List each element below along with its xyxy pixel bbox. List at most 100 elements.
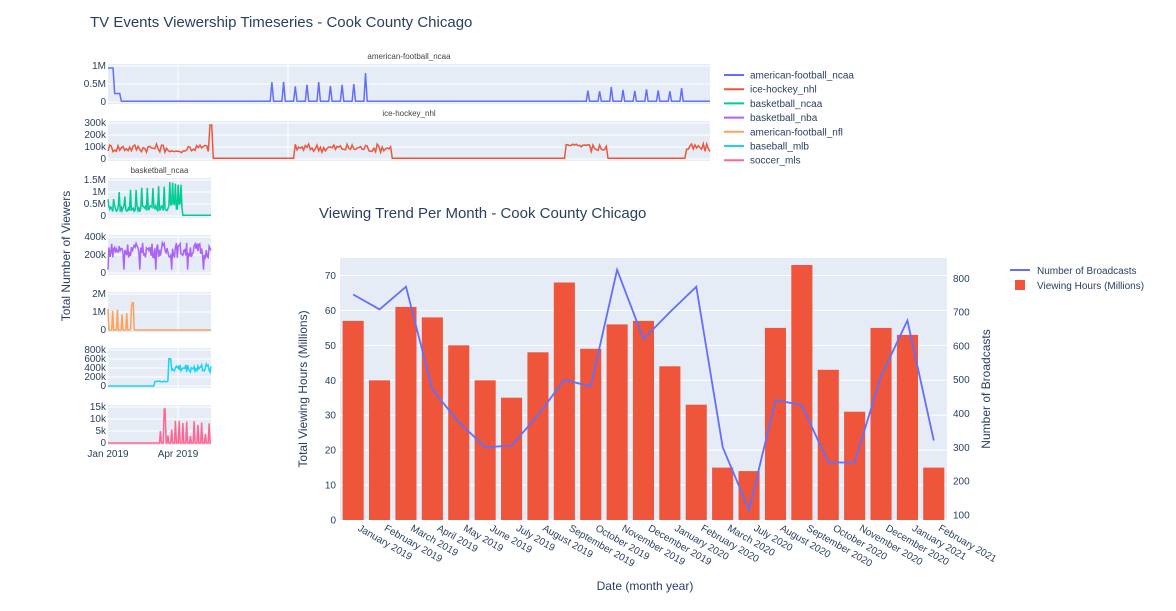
- monthly-ytick-label: 30: [325, 411, 337, 422]
- panel-ytick-label: 0: [100, 211, 106, 222]
- legend-label: ice-hockey_nhl: [750, 85, 817, 96]
- series-line-american-football_nfl: [107, 302, 211, 331]
- panel-ytick-label: 800k: [84, 345, 107, 356]
- series-line-ice-hockey_nhl: [107, 124, 711, 160]
- panel-ytick-label: 300k: [84, 118, 107, 129]
- bar-august-2020[interactable]: [764, 327, 786, 520]
- panel-ytick-label: 0: [100, 154, 106, 165]
- panel-ytick-label: 400k: [84, 363, 107, 374]
- monthly-ytick-label: 60: [325, 306, 337, 317]
- monthly-y-axis-title: Total Viewing Hours (Millions): [296, 310, 310, 467]
- legend-item-american-football_ncaa[interactable]: american-football_ncaa: [724, 71, 854, 82]
- bar-october-2020[interactable]: [817, 369, 839, 520]
- legend-item-american-football_nfl[interactable]: american-football_nfl: [724, 127, 843, 138]
- bar-february-2020[interactable]: [685, 404, 707, 520]
- legend-label: american-football_ncaa: [750, 71, 854, 82]
- bar-march-2019[interactable]: [395, 306, 417, 520]
- legend-item-broadcasts[interactable]: Number of Broadcasts: [1010, 266, 1137, 277]
- legend-item-basketball_ncaa[interactable]: basketball_ncaa: [724, 99, 823, 110]
- monthly-ytick-label: 10: [325, 481, 337, 492]
- legend-item-ice-hockey_nhl[interactable]: ice-hockey_nhl: [724, 85, 817, 96]
- monthly-y2tick-label: 200: [953, 477, 970, 488]
- bar-april-2019[interactable]: [421, 317, 443, 520]
- legend-item-baseball_mlb[interactable]: baseball_mlb: [724, 142, 809, 153]
- legend-item-soccer_mls[interactable]: soccer_mls: [724, 156, 801, 167]
- timeseries-xtick-label: Apr 2019: [158, 449, 199, 460]
- monthly-y2-axis-title: Number of Broadcasts: [979, 329, 993, 448]
- bar-january-2019[interactable]: [342, 320, 364, 520]
- panel-ytick-label: 1M: [92, 187, 106, 198]
- monthly-left-ticks: 0 10 20 30 40 50 60 70: [325, 271, 337, 527]
- timeseries-title: TV Events Viewership Timeseries - Cook C…: [90, 14, 472, 31]
- panel-ytick-label: 600k: [84, 354, 107, 365]
- monthly-ytick-label: 0: [330, 516, 336, 527]
- monthly-trend-chart: Viewing Trend Per Month - Cook County Ch…: [296, 205, 1144, 593]
- panel-ytick-label: 200k: [84, 372, 107, 383]
- monthly-chart-title: Viewing Trend Per Month - Cook County Ch…: [319, 205, 646, 222]
- monthly-y2tick-label: 500: [953, 375, 970, 386]
- bar-march-2020[interactable]: [712, 467, 734, 520]
- legend-label: soccer_mls: [750, 156, 801, 167]
- bar-december-2020[interactable]: [870, 327, 892, 520]
- panel-ytick-label: 10k: [90, 414, 107, 425]
- panel-ytick-label: 0: [100, 325, 106, 336]
- bar-september-2020[interactable]: [791, 265, 813, 520]
- legend-label: basketball_nba: [750, 113, 818, 124]
- monthly-ytick-label: 70: [325, 271, 337, 282]
- panel-ytick-label: 1M: [92, 307, 106, 318]
- timeseries-legend[interactable]: american-football_ncaa ice-hockey_nhlbask…: [724, 71, 854, 167]
- monthly-ytick-label: 40: [325, 376, 337, 387]
- monthly-legend[interactable]: Number of Broadcasts Viewing Hours (Milli…: [1010, 266, 1144, 292]
- panel-ytick-label: 0: [100, 381, 106, 392]
- panel-ytick-label: 1.5M: [84, 175, 106, 186]
- panel-ytick-label: 2M: [92, 289, 106, 300]
- panel-ytick-label: 0.5M: [84, 199, 106, 210]
- bar-january-2021[interactable]: [896, 334, 918, 520]
- panel-subtitle: american-football_ncaa: [367, 52, 451, 61]
- broadcasts-polyline[interactable]: [352, 266, 935, 513]
- series-line-baseball_mlb: [108, 358, 212, 387]
- series-line-soccer_mls: [108, 408, 211, 444]
- legend-label: Number of Broadcasts: [1037, 266, 1137, 277]
- monthly-y2tick-label: 700: [953, 308, 970, 319]
- bar-february-2019[interactable]: [369, 380, 391, 520]
- timeseries-y-axis-title: Total Number of Viewers: [59, 191, 73, 322]
- bar-july-2020[interactable]: [738, 471, 760, 520]
- bar-may-2019[interactable]: [448, 345, 470, 520]
- legend-item-viewing-hours[interactable]: Viewing Hours (Millions): [1015, 280, 1144, 292]
- monthly-ytick-label: 20: [325, 446, 337, 457]
- bar-november-2019[interactable]: [606, 324, 628, 520]
- panel-ytick-label: 15k: [90, 402, 107, 413]
- legend-item-basketball_nba[interactable]: basketball_nba: [724, 113, 818, 124]
- panel-ytick-label: 400k: [84, 232, 107, 243]
- bar-december-2019[interactable]: [632, 320, 654, 520]
- bar-january-2020[interactable]: [659, 366, 681, 520]
- monthly-bars: [342, 265, 945, 521]
- panel-ytick-label: 0.5M: [84, 79, 106, 90]
- series-line-american-football_ncaa: [108, 67, 710, 103]
- timeseries-panels: 1M0.5M0american-football_ncaa300k200k100…: [84, 52, 711, 460]
- monthly-ytick-label: 50: [325, 341, 337, 352]
- timeseries-xtick-label: Jan 2019: [87, 449, 129, 460]
- panel-bg: [108, 121, 710, 161]
- bar-october-2019[interactable]: [580, 348, 602, 520]
- bar-september-2019[interactable]: [553, 282, 575, 521]
- bar-august-2019[interactable]: [527, 352, 549, 520]
- panel-basketball_nba: 400k 200k 0: [84, 232, 212, 279]
- bar-july-2019[interactable]: [501, 397, 523, 520]
- panel-subtitle: ice-hockey_nhl: [382, 109, 436, 118]
- broadcasts-line: [352, 266, 935, 513]
- monthly-y2tick-label: 300: [953, 443, 970, 454]
- monthly-right-ticks: 100 200 300 400 500 600 700 800: [953, 274, 970, 522]
- bar-february-2021[interactable]: [923, 467, 945, 520]
- monthly-y2tick-label: 100: [953, 510, 970, 521]
- panel-ytick-label: 5k: [95, 426, 107, 437]
- bar-november-2020[interactable]: [844, 411, 866, 520]
- legend-swatch: [1015, 280, 1025, 290]
- bar-june-2019[interactable]: [474, 380, 496, 520]
